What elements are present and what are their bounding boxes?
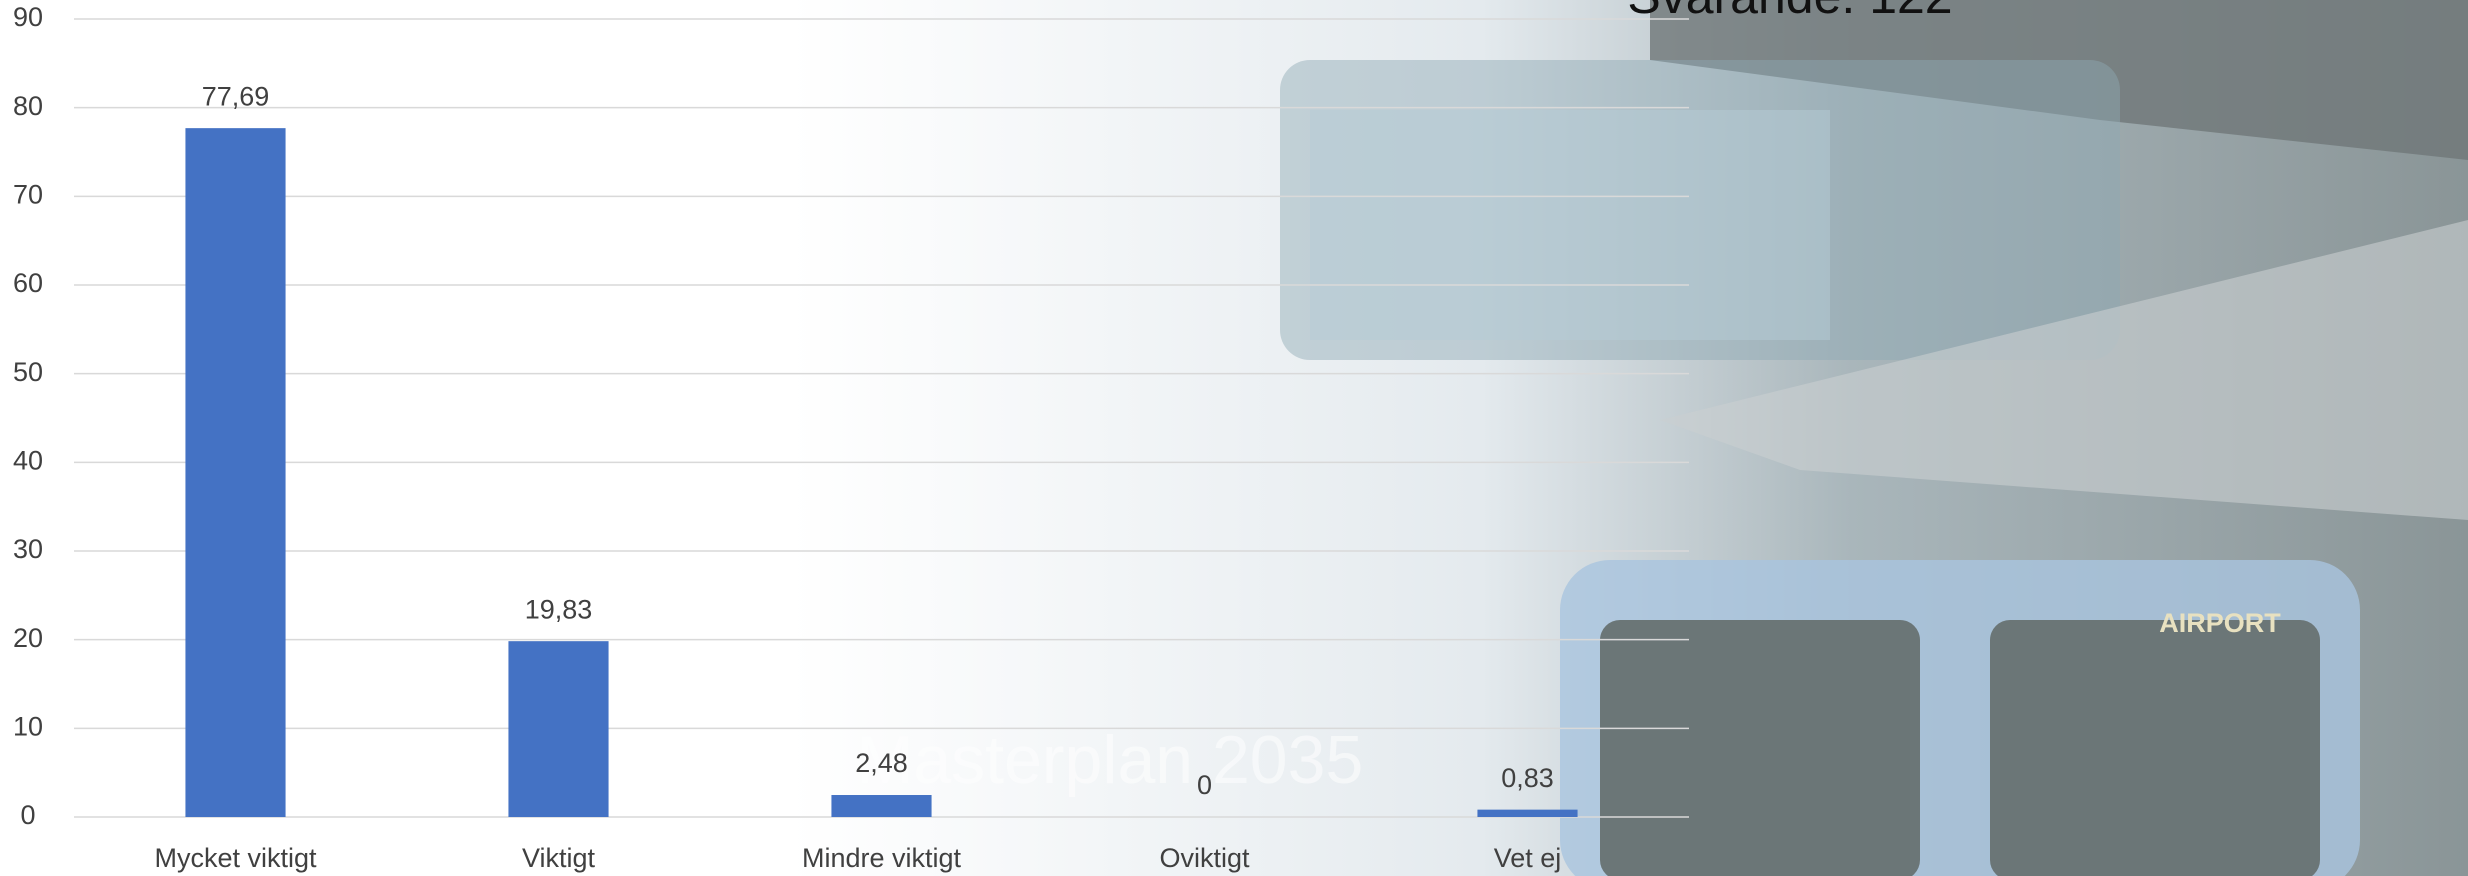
x-tick-label: Vet ej (1494, 843, 1562, 873)
parking (1660, 220, 2468, 520)
data-label: 0 (1197, 770, 1212, 800)
x-tick-label: Oviktigt (1159, 843, 1250, 873)
bar (1477, 809, 1578, 817)
y-tick-label: 60 (13, 268, 43, 298)
bar (185, 128, 286, 817)
data-label: 77,69 (202, 81, 270, 111)
bus-window (1990, 620, 2320, 876)
x-tick-label: Viktigt (522, 843, 596, 873)
data-label: 19,83 (525, 594, 593, 624)
y-tick-label: 0 (20, 800, 35, 830)
y-tick-label: 80 (13, 91, 43, 121)
y-tick-label: 10 (13, 711, 43, 741)
x-tick-label: Mindre viktigt (802, 843, 962, 873)
road (1650, 0, 2468, 160)
y-tick-label: 20 (13, 623, 43, 653)
y-tick-label: 50 (13, 357, 43, 387)
x-tick-label: Mycket viktigt (154, 843, 317, 873)
y-tick-label: 30 (13, 534, 43, 564)
bus-sign: AIRPORT (2159, 608, 2281, 638)
data-label: 0,83 (1501, 763, 1554, 793)
y-tick-label: 90 (13, 2, 43, 32)
y-tick-label: 70 (13, 179, 43, 209)
background-title: Masterplan 2035 (857, 722, 1364, 798)
data-label: 2,48 (855, 748, 908, 778)
bus-window (1600, 620, 1920, 876)
bar (831, 795, 932, 817)
y-tick-label: 40 (13, 445, 43, 475)
bar (508, 641, 609, 817)
windows (1310, 110, 1830, 340)
annotation: Svarande: 122 (1627, 0, 1952, 24)
